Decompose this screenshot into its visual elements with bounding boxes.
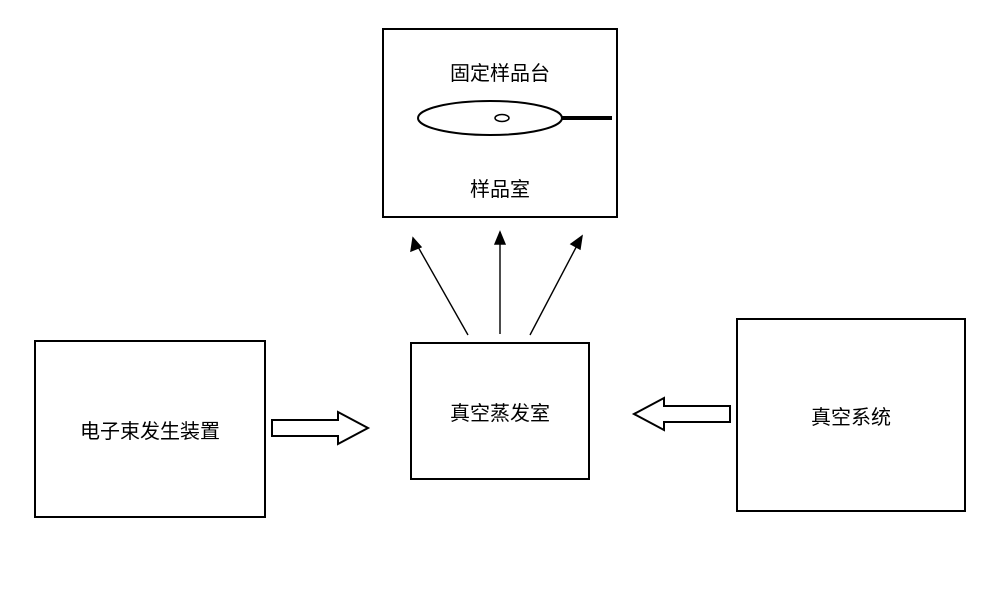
thin-arrows-group: [411, 232, 582, 335]
label-ebeam-generator: 电子束发生装置: [36, 420, 264, 444]
box-ebeam-generator: 电子束发生装置: [34, 340, 266, 518]
box-sample-chamber: 固定样品台 样品室: [382, 28, 618, 218]
diagram-canvas: 固定样品台 样品室 电子束发生装置 真空蒸发室 真空系统: [0, 0, 1000, 595]
label-fixed-stage: 固定样品台: [384, 62, 616, 86]
arrow-ebeam-to-evap: [272, 412, 368, 444]
label-vacuum-system: 真空系统: [738, 406, 964, 430]
arrow-vacsys-to-evap: [634, 398, 730, 430]
label-evap-chamber: 真空蒸发室: [412, 402, 588, 426]
label-sample-chamber: 样品室: [384, 178, 616, 202]
box-vacuum-system: 真空系统: [736, 318, 966, 512]
box-evap-chamber: 真空蒸发室: [410, 342, 590, 480]
